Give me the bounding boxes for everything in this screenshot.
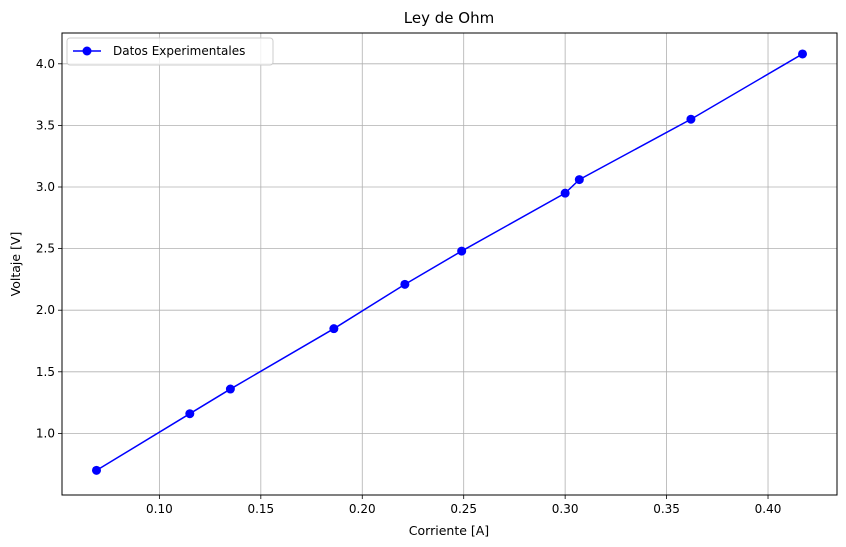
y-tick-label: 2.5 xyxy=(36,242,55,256)
data-point xyxy=(400,279,410,289)
y-axis-label: Voltaje [V] xyxy=(8,232,23,297)
legend: Datos Experimentales xyxy=(66,37,274,66)
x-tick-label: 0.30 xyxy=(552,502,579,516)
x-axis-ticks: 0.10 0.15 0.20 0.25 0.30 0.35 0.40 xyxy=(146,495,781,516)
y-tick-label: 3.5 xyxy=(36,118,55,132)
x-tick-label: 0.15 xyxy=(247,502,274,516)
x-tick-label: 0.10 xyxy=(146,502,173,516)
x-tick-label: 0.25 xyxy=(450,502,477,516)
data-point xyxy=(91,465,101,475)
chart-title: Ley de Ohm xyxy=(404,9,494,27)
series-layer xyxy=(91,49,808,475)
y-tick-label: 1.5 xyxy=(36,365,55,379)
data-point xyxy=(185,409,195,419)
x-axis-label: Corriente [A] xyxy=(409,523,489,538)
y-tick-label: 1.0 xyxy=(36,426,55,440)
x-tick-label: 0.40 xyxy=(755,502,782,516)
data-point xyxy=(225,384,235,394)
y-tick-label: 3.0 xyxy=(36,180,55,194)
plot-area-frame xyxy=(61,32,838,496)
data-point xyxy=(574,175,584,185)
data-point xyxy=(686,114,696,124)
data-point xyxy=(798,49,808,59)
x-tick-label: 0.20 xyxy=(349,502,376,516)
y-tick-label: 2.0 xyxy=(36,303,55,317)
y-axis-ticks: 1.0 1.5 2.0 2.5 3.0 3.5 4.0 xyxy=(36,57,62,440)
legend-label: Datos Experimentales xyxy=(113,44,245,58)
data-point xyxy=(560,188,570,198)
x-tick-label: 0.35 xyxy=(653,502,680,516)
y-tick-label: 4.0 xyxy=(36,57,55,71)
legend-marker xyxy=(82,46,92,56)
legend-box xyxy=(66,37,274,66)
data-point xyxy=(329,324,339,334)
series-line xyxy=(96,53,803,472)
data-point xyxy=(457,246,467,256)
grid xyxy=(62,33,837,495)
